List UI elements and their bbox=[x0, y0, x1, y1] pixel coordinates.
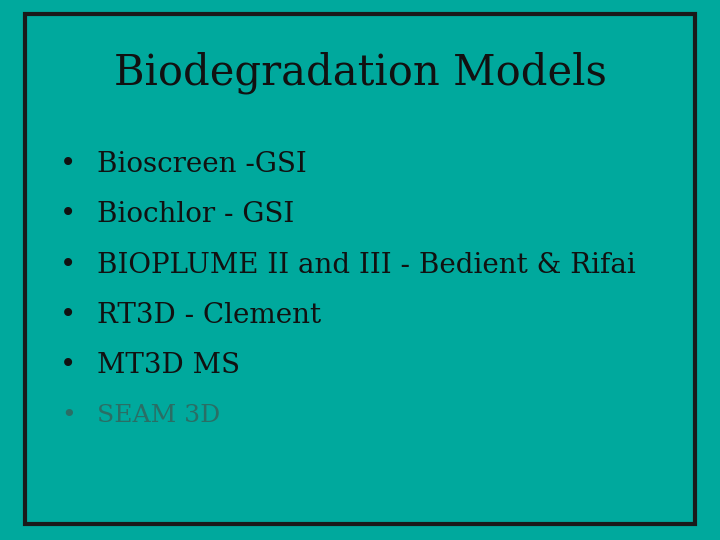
Text: MT3D MS: MT3D MS bbox=[97, 352, 240, 379]
Text: •: • bbox=[60, 302, 76, 329]
Text: Biodegradation Models: Biodegradation Models bbox=[114, 52, 606, 94]
Text: •: • bbox=[60, 252, 76, 279]
Text: •: • bbox=[60, 352, 76, 379]
Text: •: • bbox=[60, 201, 76, 228]
Text: Biochlor - GSI: Biochlor - GSI bbox=[97, 201, 294, 228]
Text: •: • bbox=[61, 404, 76, 427]
Text: SEAM 3D: SEAM 3D bbox=[97, 404, 220, 427]
Text: •: • bbox=[60, 151, 76, 178]
Text: BIOPLUME II and III - Bedient & Rifai: BIOPLUME II and III - Bedient & Rifai bbox=[97, 252, 636, 279]
Text: RT3D - Clement: RT3D - Clement bbox=[97, 302, 321, 329]
FancyBboxPatch shape bbox=[25, 14, 695, 524]
Text: Bioscreen -GSI: Bioscreen -GSI bbox=[97, 151, 307, 178]
